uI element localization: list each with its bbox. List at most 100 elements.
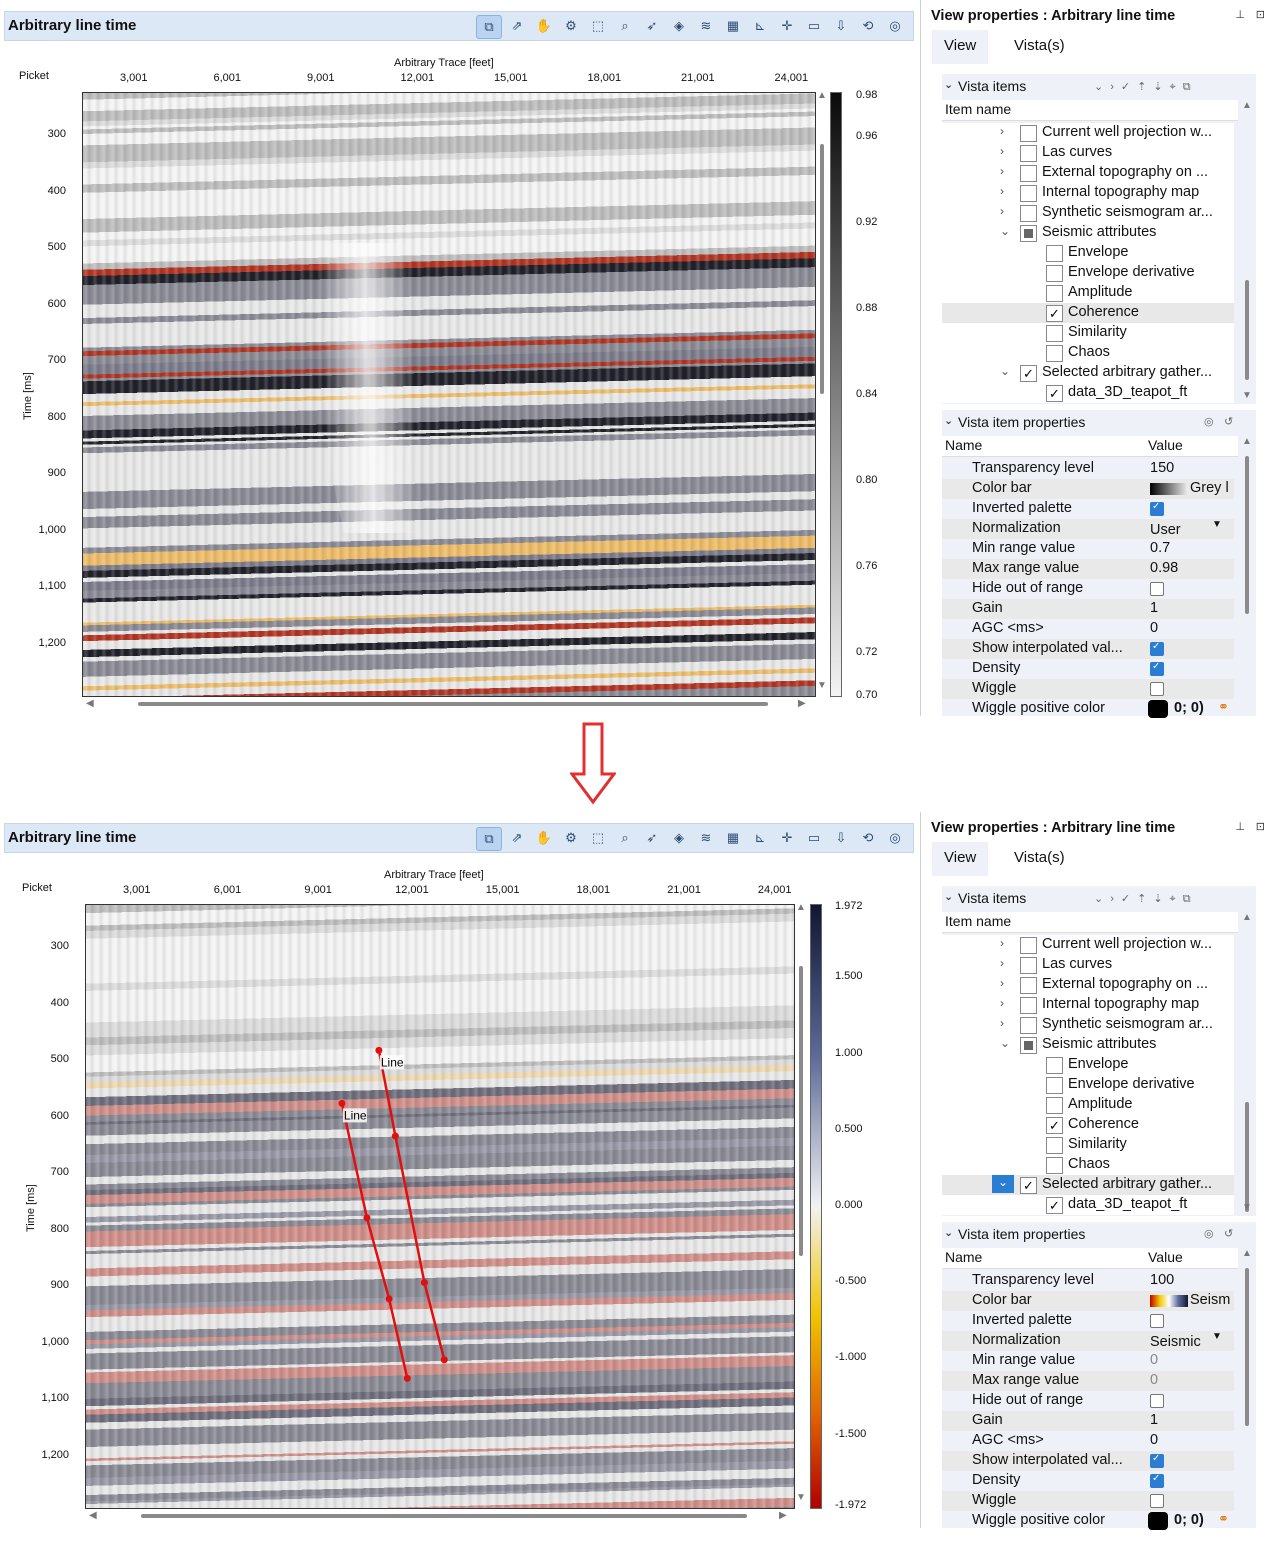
vertical-scrollbar[interactable]: ▲ ▼ xyxy=(795,902,807,1507)
fault-line-node[interactable] xyxy=(403,1374,411,1382)
expand-icon[interactable]: › xyxy=(1110,81,1121,93)
normalization-select[interactable]: User xyxy=(1150,522,1181,538)
item-checkbox[interactable] xyxy=(1020,125,1037,142)
layers-pick-icon[interactable]: ⧉ xyxy=(476,15,502,39)
properties-column-header[interactable]: Name Value xyxy=(942,1248,1238,1269)
comment-icon[interactable]: ▭ xyxy=(807,18,821,33)
chevron-right-icon[interactable]: › xyxy=(1000,124,1004,138)
wiggle-icon[interactable]: ≋ xyxy=(700,830,712,845)
fault-line[interactable] xyxy=(340,1103,409,1379)
seismic-section[interactable]: Line Line xyxy=(85,904,795,1509)
property-row[interactable]: Hide out of range xyxy=(942,1391,1234,1411)
save-icon[interactable]: ⇩ xyxy=(835,830,847,845)
item-checkbox[interactable]: ✓ xyxy=(1046,305,1063,322)
property-row[interactable]: Gain 1 xyxy=(942,599,1234,619)
property-checkbox[interactable] xyxy=(1150,1473,1164,1488)
move-up-icon[interactable]: ⇡ xyxy=(1137,81,1154,93)
vista-items-scrollbar[interactable]: ▲ ▼ xyxy=(1242,100,1252,401)
collapse-icon[interactable]: ⌄ xyxy=(944,891,954,903)
pick-icon[interactable]: ◎ xyxy=(1204,1228,1214,1240)
chevron-right-icon[interactable]: › xyxy=(1000,936,1004,950)
item-checkbox[interactable]: ✓ xyxy=(1046,385,1063,402)
scroll-down-icon[interactable]: ▼ xyxy=(1242,1202,1252,1213)
property-row[interactable]: Wiggle xyxy=(942,679,1234,699)
layers-icon[interactable]: ⧉ xyxy=(1182,81,1198,93)
property-row[interactable]: Wiggle positive color 0; 0) ⚭ xyxy=(942,1511,1234,1531)
property-checkbox[interactable] xyxy=(1150,682,1164,696)
pick-icon[interactable]: ⌖ xyxy=(1169,893,1183,905)
property-value[interactable]: 0 xyxy=(1150,1352,1159,1368)
settings-gear-icon[interactable]: ⚙ xyxy=(565,18,577,33)
chevron-right-icon[interactable]: › xyxy=(1000,996,1004,1010)
tree-item[interactable]: Chaos xyxy=(942,343,1234,363)
property-row[interactable]: AGC <ms> 0 xyxy=(942,619,1234,639)
wiggle-icon[interactable]: ≋ xyxy=(700,18,712,33)
export-icon[interactable]: ⇗ xyxy=(511,830,523,845)
chevron-right-icon[interactable]: › xyxy=(1000,976,1004,990)
properties-scrollbar[interactable]: ▲ xyxy=(1242,1248,1252,1528)
scroll-left-icon[interactable]: ◀ xyxy=(89,1510,97,1521)
property-row[interactable]: Inverted palette xyxy=(942,1311,1234,1331)
property-row[interactable]: Transparency level 150 xyxy=(942,459,1234,479)
scroll-up-icon[interactable]: ▲ xyxy=(1242,912,1252,923)
property-value[interactable]: 0; 0) xyxy=(1174,1512,1204,1528)
comment-icon[interactable]: ▭ xyxy=(807,830,821,845)
tree-item[interactable]: › External topography on ... xyxy=(942,975,1234,995)
chevron-down-icon[interactable]: ⌄ xyxy=(992,1175,1014,1193)
fit-icon[interactable]: ⟲ xyxy=(862,830,874,845)
tree-item[interactable]: Amplitude xyxy=(942,1095,1234,1115)
tree-item[interactable]: ✓ Coherence xyxy=(942,303,1234,323)
item-name-column-header[interactable]: Item name xyxy=(942,912,1238,933)
vertical-scroll-thumb[interactable] xyxy=(820,144,824,394)
horizontal-scroll-thumb[interactable] xyxy=(141,1514,747,1518)
property-row[interactable]: Gain 1 xyxy=(942,1411,1234,1431)
tab-vistas[interactable]: Vista(s) xyxy=(1014,849,1065,866)
chevron-right-icon[interactable]: › xyxy=(1000,184,1004,198)
zoom-icon[interactable]: ⌕ xyxy=(621,18,629,33)
tree-item[interactable]: ✓ Coherence xyxy=(942,1115,1234,1135)
property-value[interactable]: Grey l xyxy=(1190,480,1229,496)
property-row[interactable]: Max range value 0.98 xyxy=(942,559,1234,579)
close-icon[interactable]: ⊡ xyxy=(1255,821,1265,833)
property-checkbox[interactable] xyxy=(1150,501,1164,516)
fit-icon[interactable]: ⟲ xyxy=(862,18,874,33)
property-row[interactable]: Normalization Seismic ▼ xyxy=(942,1331,1234,1351)
tree-item[interactable]: ⌄ Seismic attributes xyxy=(942,223,1234,243)
tree-item[interactable]: ✓ data_3D_teapot_ft xyxy=(942,383,1234,403)
vista-item-properties-header[interactable]: ⌄ Vista item properties ↺ ◎ xyxy=(942,1225,1256,1245)
tab-view[interactable]: View xyxy=(932,30,989,64)
property-value[interactable]: 0.98 xyxy=(1150,560,1179,576)
chevron-down-icon[interactable]: ⌄ xyxy=(1000,364,1011,378)
property-row[interactable]: Min range value 0.7 xyxy=(942,539,1234,559)
item-checkbox[interactable] xyxy=(1020,1017,1037,1034)
property-row[interactable]: Wiggle positive color 0; 0) ⚭ xyxy=(942,699,1234,719)
property-value[interactable]: Seism xyxy=(1190,1292,1231,1308)
vista-items-header[interactable]: ⌄ Vista items ⌄›✓⇡⇣⌖⧉ xyxy=(942,77,1256,97)
chevron-right-icon[interactable]: › xyxy=(1000,1016,1004,1030)
check-icon[interactable]: ✓ xyxy=(1120,81,1138,93)
tree-item[interactable]: › Internal topography map xyxy=(942,995,1234,1015)
vertical-scroll-thumb[interactable] xyxy=(799,966,803,1256)
item-checkbox[interactable] xyxy=(1046,1077,1063,1094)
vista-items-scroll-thumb[interactable] xyxy=(1245,280,1249,380)
tab-vistas[interactable]: Vista(s) xyxy=(1014,37,1065,54)
chevron-right-icon[interactable]: › xyxy=(1000,956,1004,970)
item-checkbox[interactable] xyxy=(1020,185,1037,202)
property-checkbox[interactable] xyxy=(1150,1394,1164,1408)
select-icon[interactable]: ⬚ xyxy=(591,830,605,845)
scroll-up-icon[interactable]: ▲ xyxy=(1242,436,1252,447)
property-row[interactable]: Normalization User ▼ xyxy=(942,519,1234,539)
pin-icon[interactable]: ⊥ xyxy=(1235,821,1245,833)
tree-item[interactable]: Envelope derivative xyxy=(942,263,1234,283)
expand-icon[interactable]: › xyxy=(1110,893,1121,905)
export-icon[interactable]: ⇗ xyxy=(511,18,523,33)
color-swatch[interactable] xyxy=(1148,1512,1168,1530)
grid-icon[interactable]: ▦ xyxy=(726,18,740,33)
property-row[interactable]: Color bar Seism xyxy=(942,1291,1234,1311)
fault-line-node[interactable] xyxy=(375,1046,383,1054)
item-checkbox[interactable] xyxy=(1046,1157,1063,1174)
chevron-down-icon[interactable]: ⌄ xyxy=(1000,1036,1011,1050)
fault-lines-layer[interactable]: Line Line xyxy=(86,905,794,1508)
item-checkbox[interactable] xyxy=(1046,1057,1063,1074)
item-checkbox[interactable]: ✓ xyxy=(1046,1117,1063,1134)
